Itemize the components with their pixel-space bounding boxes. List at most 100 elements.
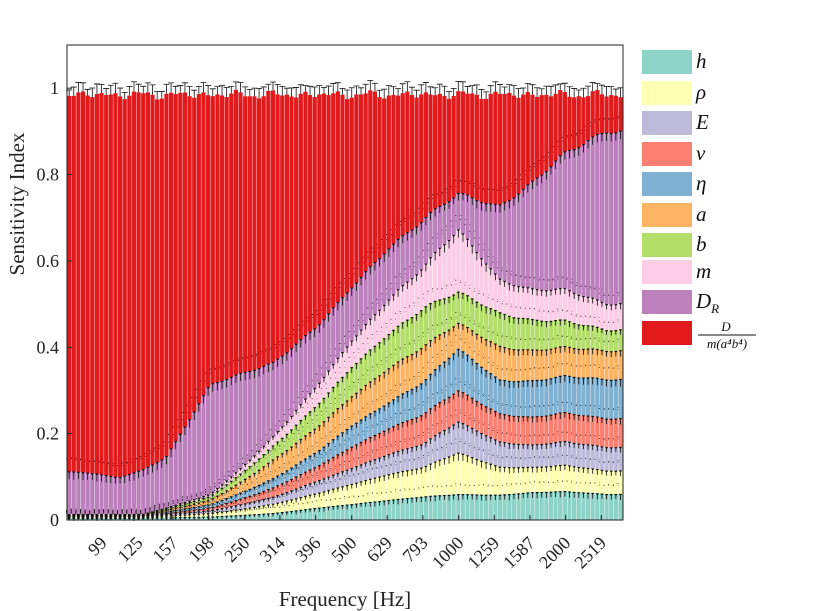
y-tick-label: 0.2 — [37, 424, 60, 444]
total-errorbar-79 — [432, 87, 439, 96]
bar-DR-50 — [298, 339, 303, 405]
bar-h-66 — [372, 501, 378, 520]
bar-E-86 — [465, 425, 470, 456]
bar-m-94 — [502, 280, 507, 314]
total-errorbar-38 — [242, 86, 249, 97]
y-tick-label: 0.6 — [37, 251, 60, 271]
bar-h-51 — [303, 509, 308, 520]
bar-eta-51 — [303, 458, 308, 472]
bar-b-101 — [534, 319, 540, 350]
bar-E-104 — [548, 442, 554, 466]
bar-a-80 — [437, 334, 442, 366]
bar-eta-42 — [261, 482, 266, 491]
bar-rho-50 — [298, 497, 303, 510]
bar-nu-42 — [261, 490, 266, 500]
bar-nu-57 — [331, 456, 336, 475]
total-errorbar-32 — [214, 86, 221, 95]
total-errorbar-89 — [478, 89, 485, 99]
bar-b-71 — [395, 325, 401, 362]
bar-a-72 — [400, 358, 405, 394]
bar-eta-80 — [437, 365, 442, 403]
total-errorbar-51 — [302, 85, 309, 92]
bar-E-77 — [423, 441, 428, 466]
bar-D-32 — [215, 94, 220, 383]
bar-m-48 — [289, 415, 294, 430]
bar-m-41 — [256, 450, 262, 459]
bar-m-92 — [493, 273, 498, 310]
bar-b-96 — [511, 317, 517, 350]
bar-nu-88 — [474, 400, 479, 431]
bar-a-35 — [229, 487, 234, 497]
bar-D-22 — [168, 92, 174, 449]
bar-DR-28 — [196, 403, 201, 498]
bar-h-71 — [395, 498, 401, 520]
bar-a-63 — [358, 388, 364, 420]
bar-rho-84 — [456, 452, 461, 495]
total-errorbar-18 — [149, 84, 156, 95]
bar-a-56 — [326, 416, 331, 443]
bar-DR-27 — [192, 411, 197, 500]
bar-E-63 — [358, 464, 364, 482]
bar-DR-117 — [609, 133, 614, 305]
bar-h-84 — [456, 494, 461, 520]
bar-h-55 — [321, 507, 327, 520]
bar-h-102 — [539, 491, 544, 520]
bar-D-66 — [372, 91, 378, 263]
bar-E-67 — [377, 457, 382, 477]
total-errorbar-90 — [483, 91, 490, 99]
bar-m-79 — [433, 251, 438, 301]
total-errorbar-67 — [376, 89, 383, 98]
bar-E-91 — [488, 437, 493, 464]
bar-eta-54 — [317, 449, 322, 466]
bar-eta-50 — [298, 461, 303, 475]
bar-D-104 — [548, 96, 554, 167]
legend-label-rho: ρ — [695, 80, 706, 104]
bar-a-74 — [409, 353, 415, 389]
bar-DR-114 — [595, 133, 600, 300]
bar-DR-55 — [321, 319, 327, 377]
bar-rho-47 — [284, 500, 289, 512]
bar-DR-104 — [548, 166, 554, 290]
bar-E-70 — [391, 452, 396, 474]
bar-DR-26 — [187, 419, 192, 501]
bar-eta-67 — [377, 408, 382, 433]
bar-b-89 — [479, 304, 484, 337]
bar-h-93 — [497, 494, 503, 520]
bar-a-40 — [252, 472, 257, 487]
bar-D-117 — [609, 95, 614, 134]
total-errorbar-84 — [455, 80, 462, 92]
bar-D-53 — [312, 96, 317, 329]
bar-eta-85 — [460, 351, 466, 393]
bar-m-37 — [238, 468, 243, 474]
bar-a-104 — [548, 348, 554, 379]
total-errorbar-88 — [473, 84, 480, 95]
bar-D-113 — [590, 91, 595, 137]
legend-label-nu: ν — [696, 141, 706, 165]
bar-h-90 — [484, 494, 489, 520]
bar-rho-56 — [326, 490, 331, 507]
bar-m-62 — [354, 335, 359, 363]
bar-nu-40 — [252, 494, 257, 502]
bar-E-61 — [349, 467, 354, 484]
bar-DR-101 — [534, 177, 540, 289]
bar-DR-110 — [576, 147, 581, 295]
bar-h-79 — [433, 495, 438, 520]
bar-DR-40 — [252, 369, 257, 456]
bar-rho-55 — [321, 491, 327, 508]
bar-DR-16 — [141, 469, 146, 514]
bar-D-31 — [210, 96, 215, 384]
bar-a-97 — [516, 349, 521, 382]
bar-DR-14 — [131, 472, 137, 514]
bar-D-71 — [395, 95, 401, 239]
bar-rho-93 — [497, 466, 503, 495]
bar-eta-73 — [405, 391, 410, 421]
bar-D-48 — [289, 96, 294, 349]
bar-b-55 — [321, 397, 327, 422]
bar-rho-79 — [433, 461, 438, 496]
bar-D-68 — [382, 98, 387, 254]
bar-rho-46 — [280, 501, 285, 512]
bar-h-56 — [326, 506, 331, 520]
bar-nu-102 — [539, 415, 544, 444]
bar-D-16 — [141, 93, 146, 470]
total-errorbar-70 — [390, 86, 397, 95]
